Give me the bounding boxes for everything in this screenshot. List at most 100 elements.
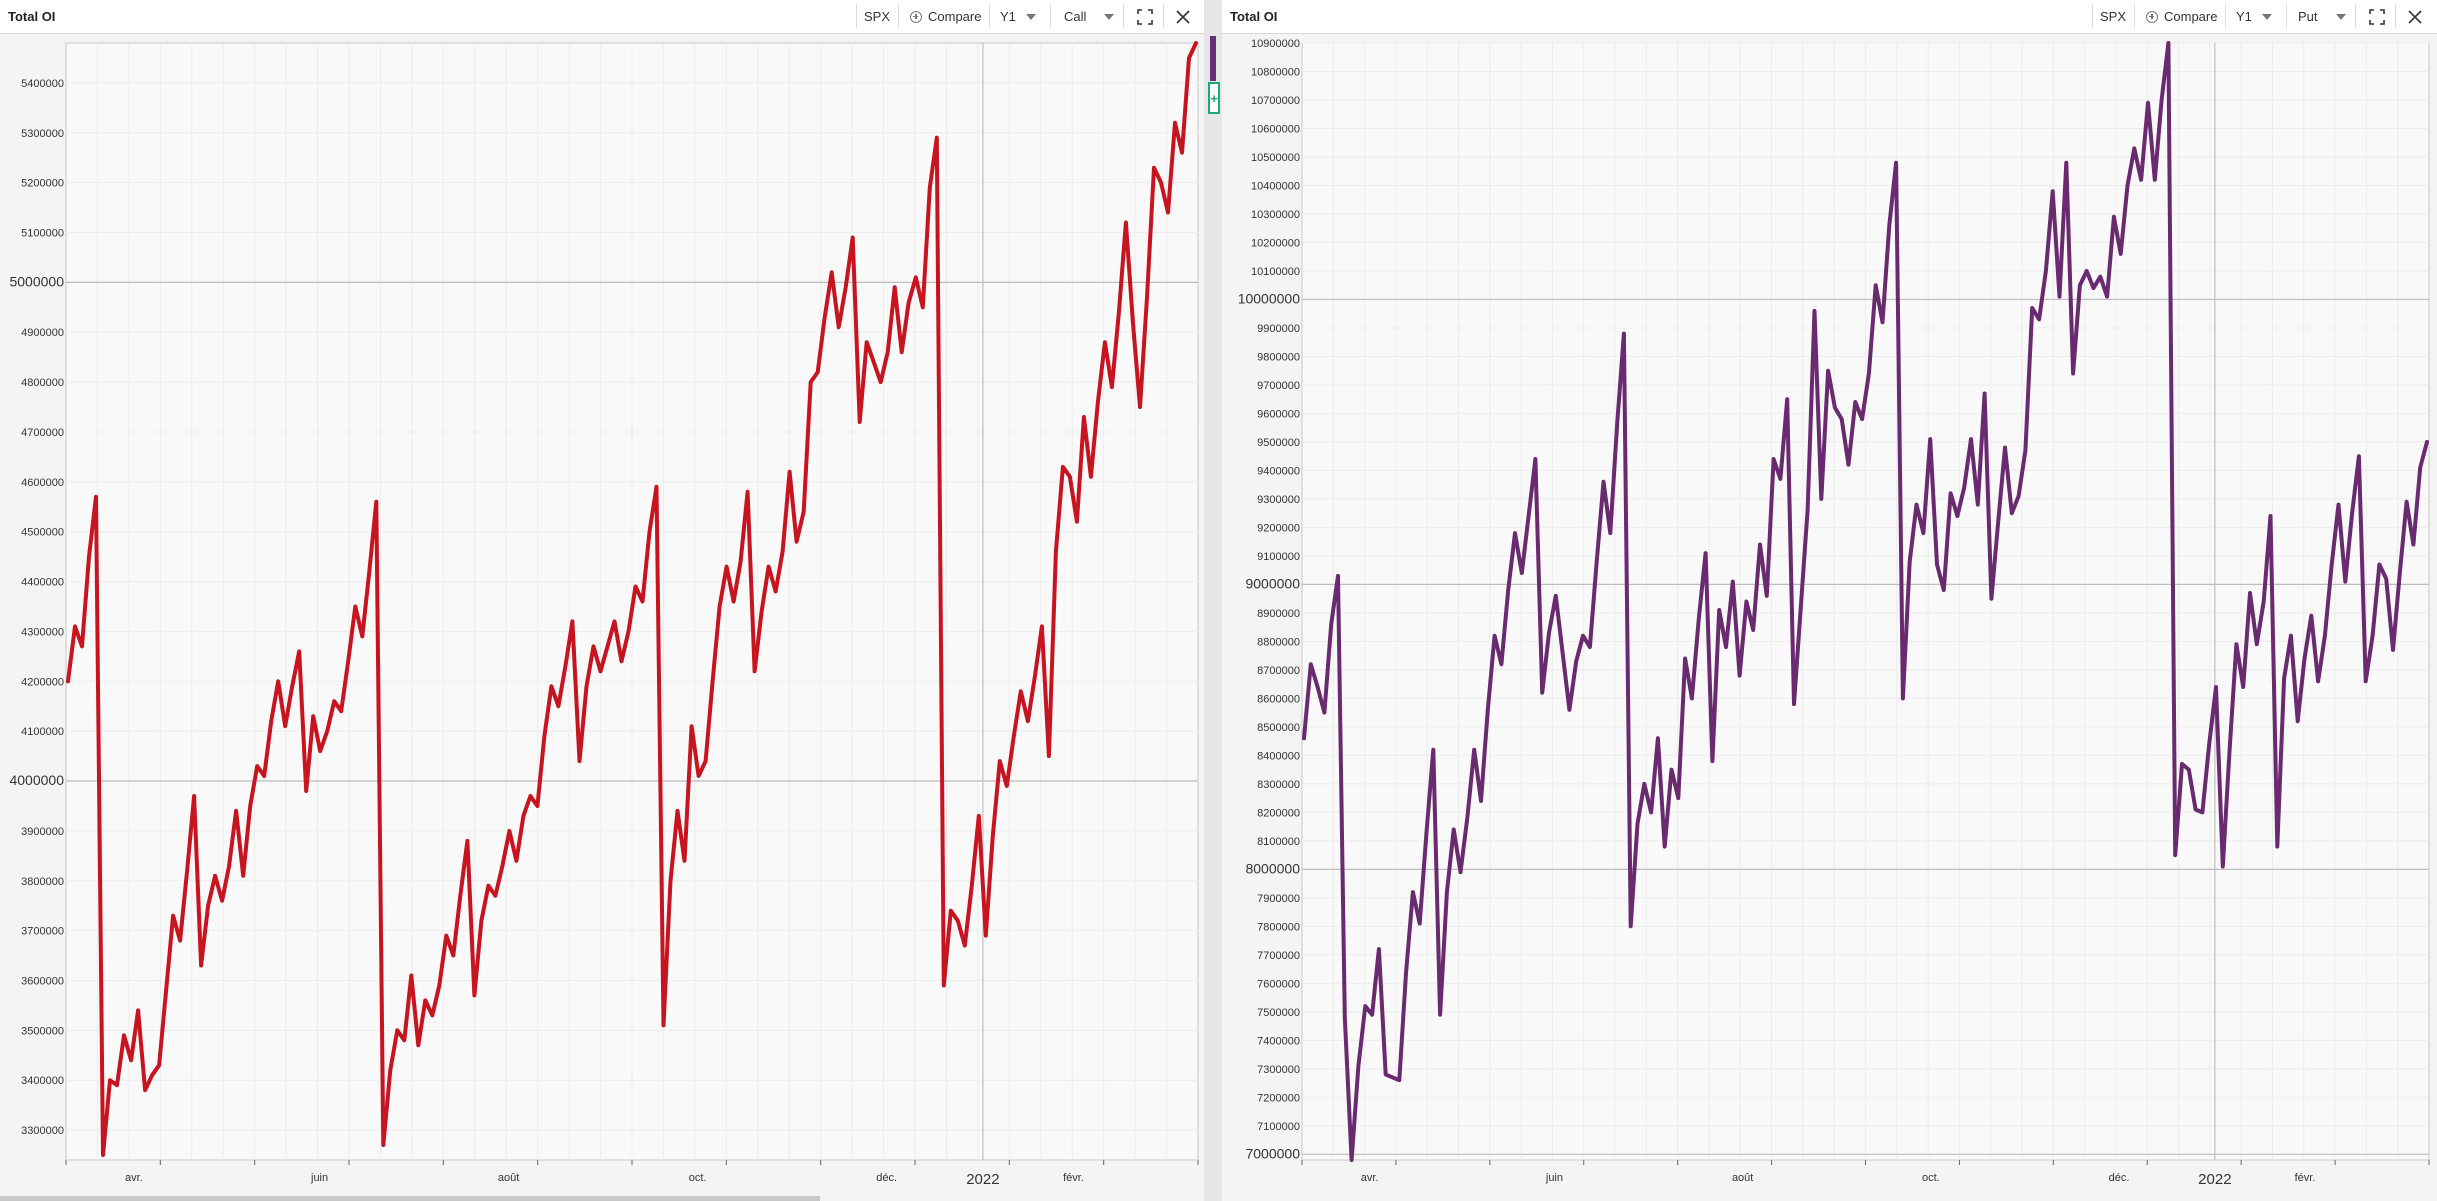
fullscreen-button[interactable]: [2362, 0, 2392, 33]
y-tick-label: 7700000: [1257, 950, 1300, 962]
panel-toolbar: Total OI SPX Compare Y1 Call: [0, 0, 1204, 34]
x-tick-label: oct.: [689, 1172, 707, 1184]
x-tick-label: oct.: [1922, 1172, 1940, 1184]
x-tick-label: juin: [310, 1172, 328, 1184]
y-tick-label: 8100000: [1257, 836, 1300, 848]
y-tick-label: 10800000: [1251, 66, 1300, 78]
x-tick-label: avr.: [125, 1172, 143, 1184]
plus-circle-icon: [2146, 10, 2158, 23]
y-tick-label: 3900000: [21, 826, 64, 838]
y-tick-label: 3300000: [21, 1125, 64, 1137]
y-tick-label: 8800000: [1257, 636, 1300, 648]
add-panel-button[interactable]: +: [1208, 82, 1220, 114]
chevron-down-icon: [1104, 13, 1115, 20]
y-tick-label: 10400000: [1251, 180, 1300, 192]
y-tick-label: 4200000: [21, 676, 64, 688]
series-color-swatch: [1210, 36, 1216, 81]
y-tick-label: 8500000: [1257, 722, 1300, 734]
plus-circle-icon: [910, 10, 922, 23]
x-tick-label: déc.: [876, 1172, 897, 1184]
compare-button[interactable]: Compare: [2146, 0, 2217, 33]
call-oi-chart[interactable]: 3300000 3400000 3500000 3600000 3700000 38000…: [0, 0, 1204, 1201]
y-tick-label: 10900000: [1251, 38, 1300, 50]
y-tick-label: 4700000: [21, 427, 64, 439]
y-tick-label: 9900000: [1257, 323, 1300, 335]
y-tick-label: 8700000: [1257, 665, 1300, 677]
y-tick-label: 8900000: [1257, 608, 1300, 620]
y-tick-label: 7500000: [1257, 1007, 1300, 1019]
x-tick-label: 2022: [2198, 1171, 2231, 1188]
put-oi-chart[interactable]: 7000000 7100000 7200000 7300000 7400000 75000…: [1222, 0, 2437, 1201]
y-tick-label: 9600000: [1257, 408, 1300, 420]
y-tick-label: 10100000: [1251, 266, 1300, 278]
panel-divider[interactable]: [1204, 0, 1222, 1201]
panel-title: Total OI: [8, 9, 56, 24]
y-tick-label: 10700000: [1251, 95, 1300, 107]
y-tick-label: 3500000: [21, 1025, 64, 1037]
symbol-selector[interactable]: SPX: [2100, 9, 2127, 24]
close-icon: [2408, 9, 2422, 24]
y-tick-label: 10300000: [1251, 209, 1300, 221]
y-tick-label: 7200000: [1257, 1092, 1300, 1104]
x-tick-label: juin: [1545, 1172, 1563, 1184]
chart-panel-put: 7000000 7100000 7200000 7300000 7400000 75000…: [1222, 0, 2437, 1201]
y-tick-label: 7600000: [1257, 978, 1300, 990]
y-tick-label: 8200000: [1257, 807, 1300, 819]
panel-toolbar: Total OI SPX Compare Y1 Put: [1222, 0, 2437, 34]
y-tick-label: 7800000: [1257, 921, 1300, 933]
y-tick-label: 4900000: [21, 327, 64, 339]
y-tick-label: 3600000: [21, 975, 64, 987]
horizontal-scrollbar[interactable]: [0, 1196, 820, 1201]
y-tick-label: 10500000: [1251, 152, 1300, 164]
x-tick-label: févr.: [2295, 1172, 2316, 1184]
y-tick-label: 3400000: [21, 1075, 64, 1087]
y-tick-label: 9200000: [1257, 522, 1300, 534]
option-type-dropdown[interactable]: Put: [2298, 0, 2346, 33]
y-tick-label: 9400000: [1257, 465, 1300, 477]
y-tick-label: 8400000: [1257, 750, 1300, 762]
expand-icon: [1137, 8, 1153, 25]
y-tick-label: 9700000: [1257, 380, 1300, 392]
y-tick-label: 9500000: [1257, 437, 1300, 449]
y-tick-label: 4500000: [21, 527, 64, 539]
y-tick-label: 4400000: [21, 577, 64, 589]
y-tick-label: 9300000: [1257, 494, 1300, 506]
y-tick-label: 7100000: [1257, 1121, 1300, 1133]
y-tick-label: 5400000: [21, 78, 64, 90]
close-icon: [1176, 9, 1190, 24]
y-tick-label: 4600000: [21, 477, 64, 489]
y-tick-label: 8000000: [1245, 860, 1300, 876]
y-tick-label: 4800000: [21, 377, 64, 389]
chart-panel-call: 3300000 3400000 3500000 3600000 3700000 38000…: [0, 0, 1204, 1201]
y-tick-label: 5100000: [21, 227, 64, 239]
y-tick-label: 7300000: [1257, 1064, 1300, 1076]
y-tick-label: 5300000: [21, 128, 64, 140]
y-tick-label: 8300000: [1257, 779, 1300, 791]
x-tick-label: août: [1732, 1172, 1753, 1184]
x-tick-label: août: [498, 1172, 519, 1184]
y-tick-label: 10600000: [1251, 123, 1300, 135]
y-tick-label: 9800000: [1257, 351, 1300, 363]
symbol-selector[interactable]: SPX: [864, 9, 891, 24]
period-dropdown[interactable]: Y1: [1000, 0, 1036, 33]
y-tick-label: 5000000: [9, 273, 64, 289]
series-line-put: [1302, 41, 2429, 1162]
x-tick-label: déc.: [2109, 1172, 2130, 1184]
option-type-dropdown[interactable]: Call: [1064, 0, 1115, 33]
y-tick-label: 4300000: [21, 626, 64, 638]
close-button[interactable]: [2400, 0, 2430, 33]
y-tick-label: 10000000: [1238, 290, 1301, 306]
y-tick-label: 10200000: [1251, 237, 1300, 249]
compare-button[interactable]: Compare: [910, 0, 981, 33]
x-tick-label: avr.: [1361, 1172, 1379, 1184]
x-tick-label: 2022: [966, 1171, 999, 1188]
chevron-down-icon: [2261, 13, 2272, 20]
period-dropdown[interactable]: Y1: [2236, 0, 2272, 33]
y-tick-label: 9100000: [1257, 551, 1300, 563]
fullscreen-button[interactable]: [1130, 0, 1160, 33]
x-tick-label: févr.: [1063, 1172, 1084, 1184]
close-button[interactable]: [1168, 0, 1198, 33]
y-tick-label: 8600000: [1257, 693, 1300, 705]
y-tick-label: 7400000: [1257, 1035, 1300, 1047]
y-tick-label: 7000000: [1245, 1145, 1300, 1161]
